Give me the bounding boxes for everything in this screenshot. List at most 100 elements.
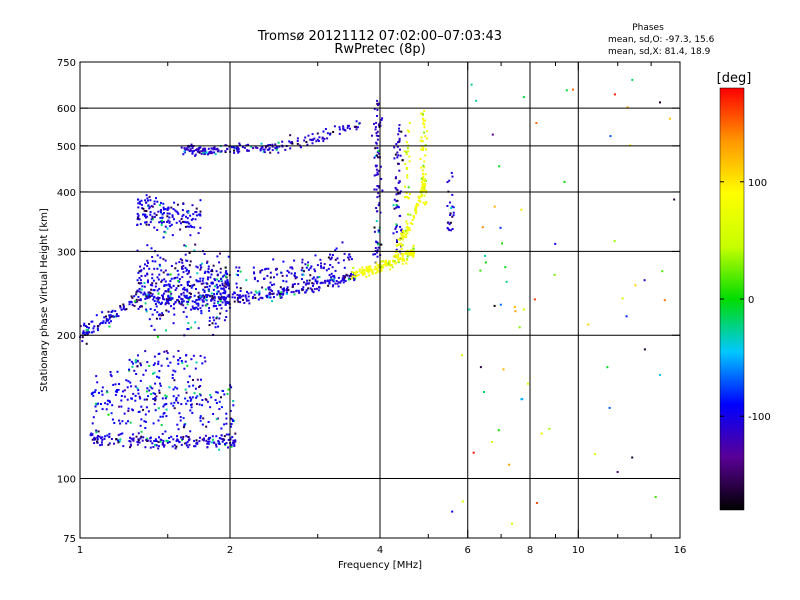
data-point	[214, 399, 217, 402]
data-point	[184, 442, 187, 445]
data-point	[479, 269, 482, 272]
data-point	[214, 279, 217, 282]
data-point	[256, 280, 259, 283]
data-point	[397, 244, 400, 246]
data-point	[104, 435, 107, 438]
data-point	[107, 443, 110, 446]
data-point	[131, 365, 134, 368]
data-point	[185, 215, 187, 218]
data-point	[157, 298, 160, 301]
data-point	[207, 147, 210, 150]
data-point	[357, 274, 360, 276]
data-point	[188, 225, 191, 228]
data-point	[613, 240, 616, 243]
data-point	[224, 444, 227, 447]
data-point	[100, 441, 103, 444]
data-point	[134, 360, 137, 363]
data-point	[138, 290, 141, 293]
data-point	[342, 281, 345, 284]
data-point	[451, 215, 454, 218]
data-point	[231, 436, 234, 439]
data-point	[130, 437, 133, 440]
data-point	[208, 316, 211, 319]
data-point	[191, 204, 194, 207]
data-point	[162, 314, 164, 316]
data-point	[209, 152, 212, 154]
data-point	[153, 200, 156, 203]
data-point	[206, 270, 209, 273]
data-point	[88, 323, 91, 325]
data-point	[407, 196, 410, 199]
data-point	[110, 320, 112, 323]
data-point	[409, 213, 412, 216]
data-point	[373, 268, 376, 271]
data-point	[125, 379, 128, 382]
data-point	[320, 281, 323, 284]
data-point	[206, 446, 209, 449]
data-point	[238, 294, 241, 297]
data-point	[271, 290, 274, 293]
data-point	[273, 283, 276, 286]
data-point	[202, 282, 205, 285]
data-point	[292, 290, 295, 293]
data-point	[173, 307, 176, 310]
data-point	[202, 300, 205, 303]
data-point	[105, 315, 107, 318]
data-point	[129, 421, 132, 424]
data-point	[154, 392, 157, 395]
data-point	[320, 266, 323, 269]
data-point	[446, 227, 449, 229]
data-point	[232, 439, 235, 442]
data-point	[237, 270, 240, 272]
data-point	[180, 298, 183, 300]
data-point	[247, 295, 250, 298]
data-point	[204, 152, 207, 155]
data-point	[156, 229, 159, 231]
data-point	[183, 150, 186, 153]
data-point	[248, 302, 251, 305]
data-point	[276, 273, 279, 276]
data-point	[218, 400, 221, 403]
data-point	[220, 279, 223, 282]
data-point	[406, 174, 409, 177]
data-point	[86, 332, 88, 335]
data-point	[203, 291, 206, 293]
data-point	[399, 192, 401, 195]
data-point	[105, 319, 108, 322]
data-point	[175, 221, 178, 224]
data-point	[182, 291, 185, 294]
data-point	[98, 391, 100, 394]
data-point	[613, 93, 616, 96]
data-point	[334, 282, 337, 285]
data-point	[159, 217, 162, 219]
data-point	[181, 267, 183, 270]
data-point	[199, 264, 202, 267]
data-point	[420, 148, 423, 151]
data-point	[142, 373, 145, 376]
data-point	[401, 262, 404, 265]
data-point	[307, 282, 310, 285]
data-point	[166, 439, 169, 442]
data-point	[147, 199, 149, 202]
data-point	[155, 297, 158, 300]
data-point	[149, 437, 152, 440]
data-point	[402, 235, 405, 238]
data-point	[212, 264, 215, 267]
data-point	[185, 259, 188, 262]
data-point	[335, 280, 338, 282]
data-point	[184, 245, 187, 248]
data-point	[134, 399, 137, 402]
data-point	[271, 292, 274, 295]
data-point	[659, 374, 661, 376]
data-point	[309, 138, 312, 141]
data-point	[165, 329, 167, 332]
data-point	[422, 182, 424, 185]
data-point	[408, 155, 411, 158]
data-point	[113, 442, 115, 445]
data-point	[221, 296, 224, 299]
data-point	[397, 162, 399, 165]
data-point	[161, 213, 164, 216]
data-point	[451, 510, 454, 513]
data-point	[143, 291, 146, 294]
data-point	[475, 99, 478, 102]
